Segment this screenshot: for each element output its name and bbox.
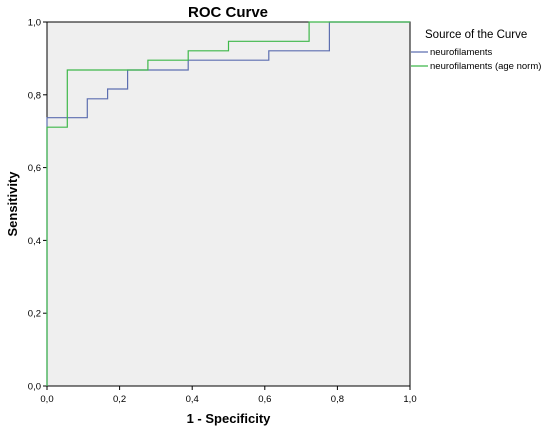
plot-area bbox=[46, 21, 411, 387]
y-tick-label: 0,4 bbox=[28, 236, 41, 247]
x-tick-label: 0,0 bbox=[40, 394, 53, 405]
y-tick-label: 1,0 bbox=[28, 18, 41, 29]
axis-ticks: 0,0 0,2 0,4 0,6 0,8 1,0 0,0 0,2 0,4 0,6 0,8 1,0 bbox=[28, 18, 417, 406]
x-tick-label: 0,2 bbox=[113, 394, 126, 405]
legend: Source of the Curve neurofilaments neurof… bbox=[411, 29, 541, 72]
x-tick-label: 0,6 bbox=[258, 394, 271, 405]
chart-title: ROC Curve bbox=[188, 4, 268, 21]
legend-item-label: neurofilaments (age norm) bbox=[430, 61, 541, 72]
y-axis-title: Sensitivity bbox=[5, 171, 20, 237]
y-tick-label: 0,2 bbox=[28, 309, 41, 320]
x-tick-label: 0,8 bbox=[331, 394, 344, 405]
legend-title: Source of the Curve bbox=[425, 29, 527, 41]
y-tick-label: 0,8 bbox=[28, 90, 41, 101]
y-tick-label: 0,0 bbox=[28, 382, 41, 393]
series-line-2 bbox=[46, 21, 410, 386]
x-tick-label: 0,4 bbox=[186, 394, 199, 405]
y-tick-label: 0,6 bbox=[28, 163, 41, 174]
legend-item-label: neurofilaments bbox=[430, 47, 493, 58]
x-axis-title: 1 - Specificity bbox=[187, 411, 272, 426]
x-tick-label: 1,0 bbox=[403, 394, 416, 405]
series-lines bbox=[46, 21, 410, 386]
